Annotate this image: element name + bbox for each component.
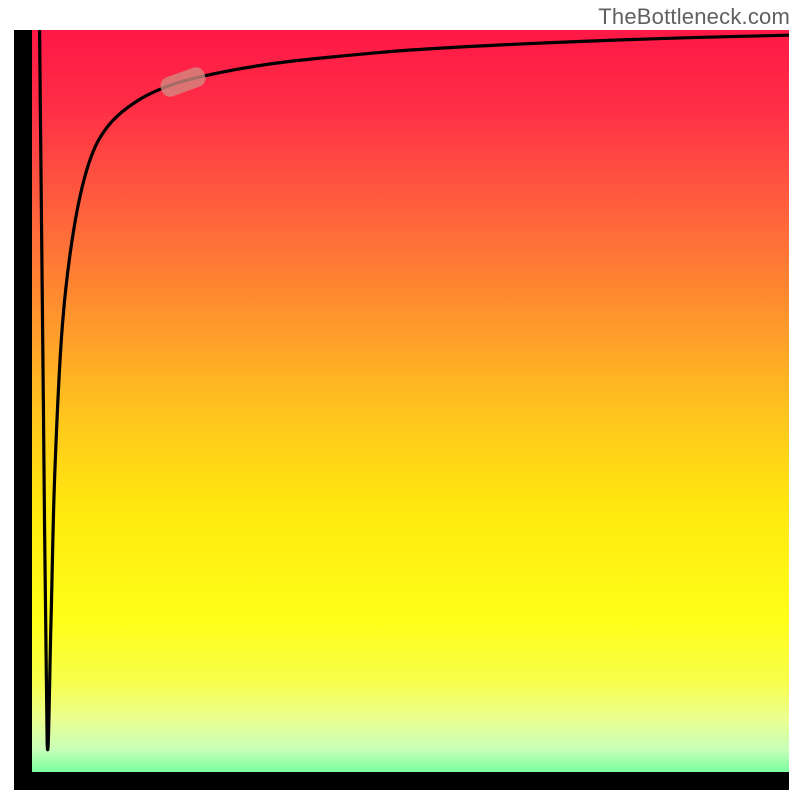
- chart-canvas: TheBottleneck.com: [0, 0, 800, 800]
- plot-area: [32, 30, 789, 772]
- bottleneck-curve: [40, 30, 789, 750]
- y-axis: [14, 30, 32, 790]
- curve-layer: [32, 30, 789, 772]
- x-axis: [14, 772, 789, 790]
- watermark-text: TheBottleneck.com: [598, 4, 790, 30]
